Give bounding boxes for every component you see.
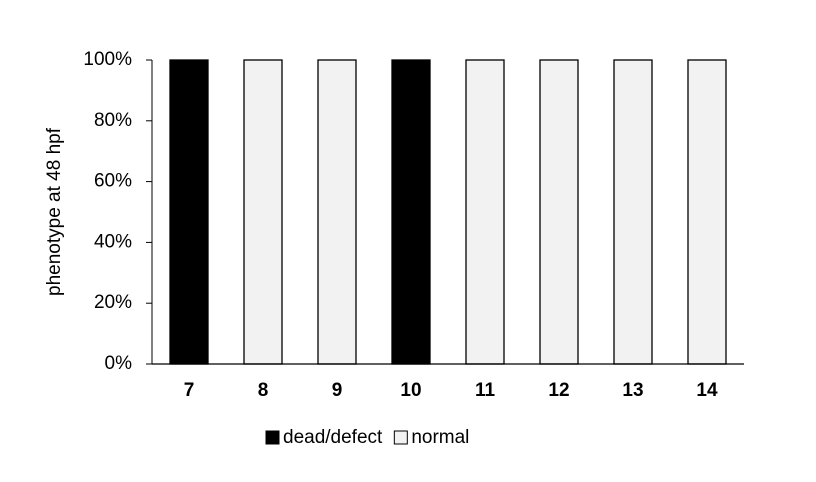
x-tick-label: 14 [696, 380, 718, 401]
x-tick-label: 11 [475, 380, 496, 401]
bar-segment [465, 59, 505, 365]
y-tick-label: 20% [94, 292, 132, 313]
x-tick-label: 10 [400, 380, 421, 401]
x-tick-label: 13 [622, 380, 643, 401]
x-tick-label: 12 [548, 380, 569, 401]
y-tick-label: 100% [83, 49, 132, 70]
y-tick-label: 80% [94, 110, 132, 131]
legend-label: normal [411, 427, 469, 448]
y-tick-label: 40% [94, 231, 132, 252]
y-tick-label: 60% [94, 171, 132, 192]
x-tick-label: 8 [258, 380, 269, 401]
x-tick-label: 9 [332, 380, 343, 401]
bar-segment [243, 59, 283, 365]
bar-segment [687, 59, 727, 365]
y-axis-title: phenotype at 48 hpf [44, 127, 65, 296]
legend-label: dead/defect [283, 427, 383, 448]
x-tick-label: 7 [184, 380, 195, 401]
y-tick-label: 0% [105, 353, 133, 374]
bar-segment [539, 59, 579, 365]
bar-segment [169, 59, 209, 365]
bar-segment [391, 59, 431, 365]
bar-segment [613, 59, 653, 365]
bar-segment [317, 59, 357, 365]
legend-swatch [393, 430, 408, 445]
legend-swatch [265, 430, 280, 445]
